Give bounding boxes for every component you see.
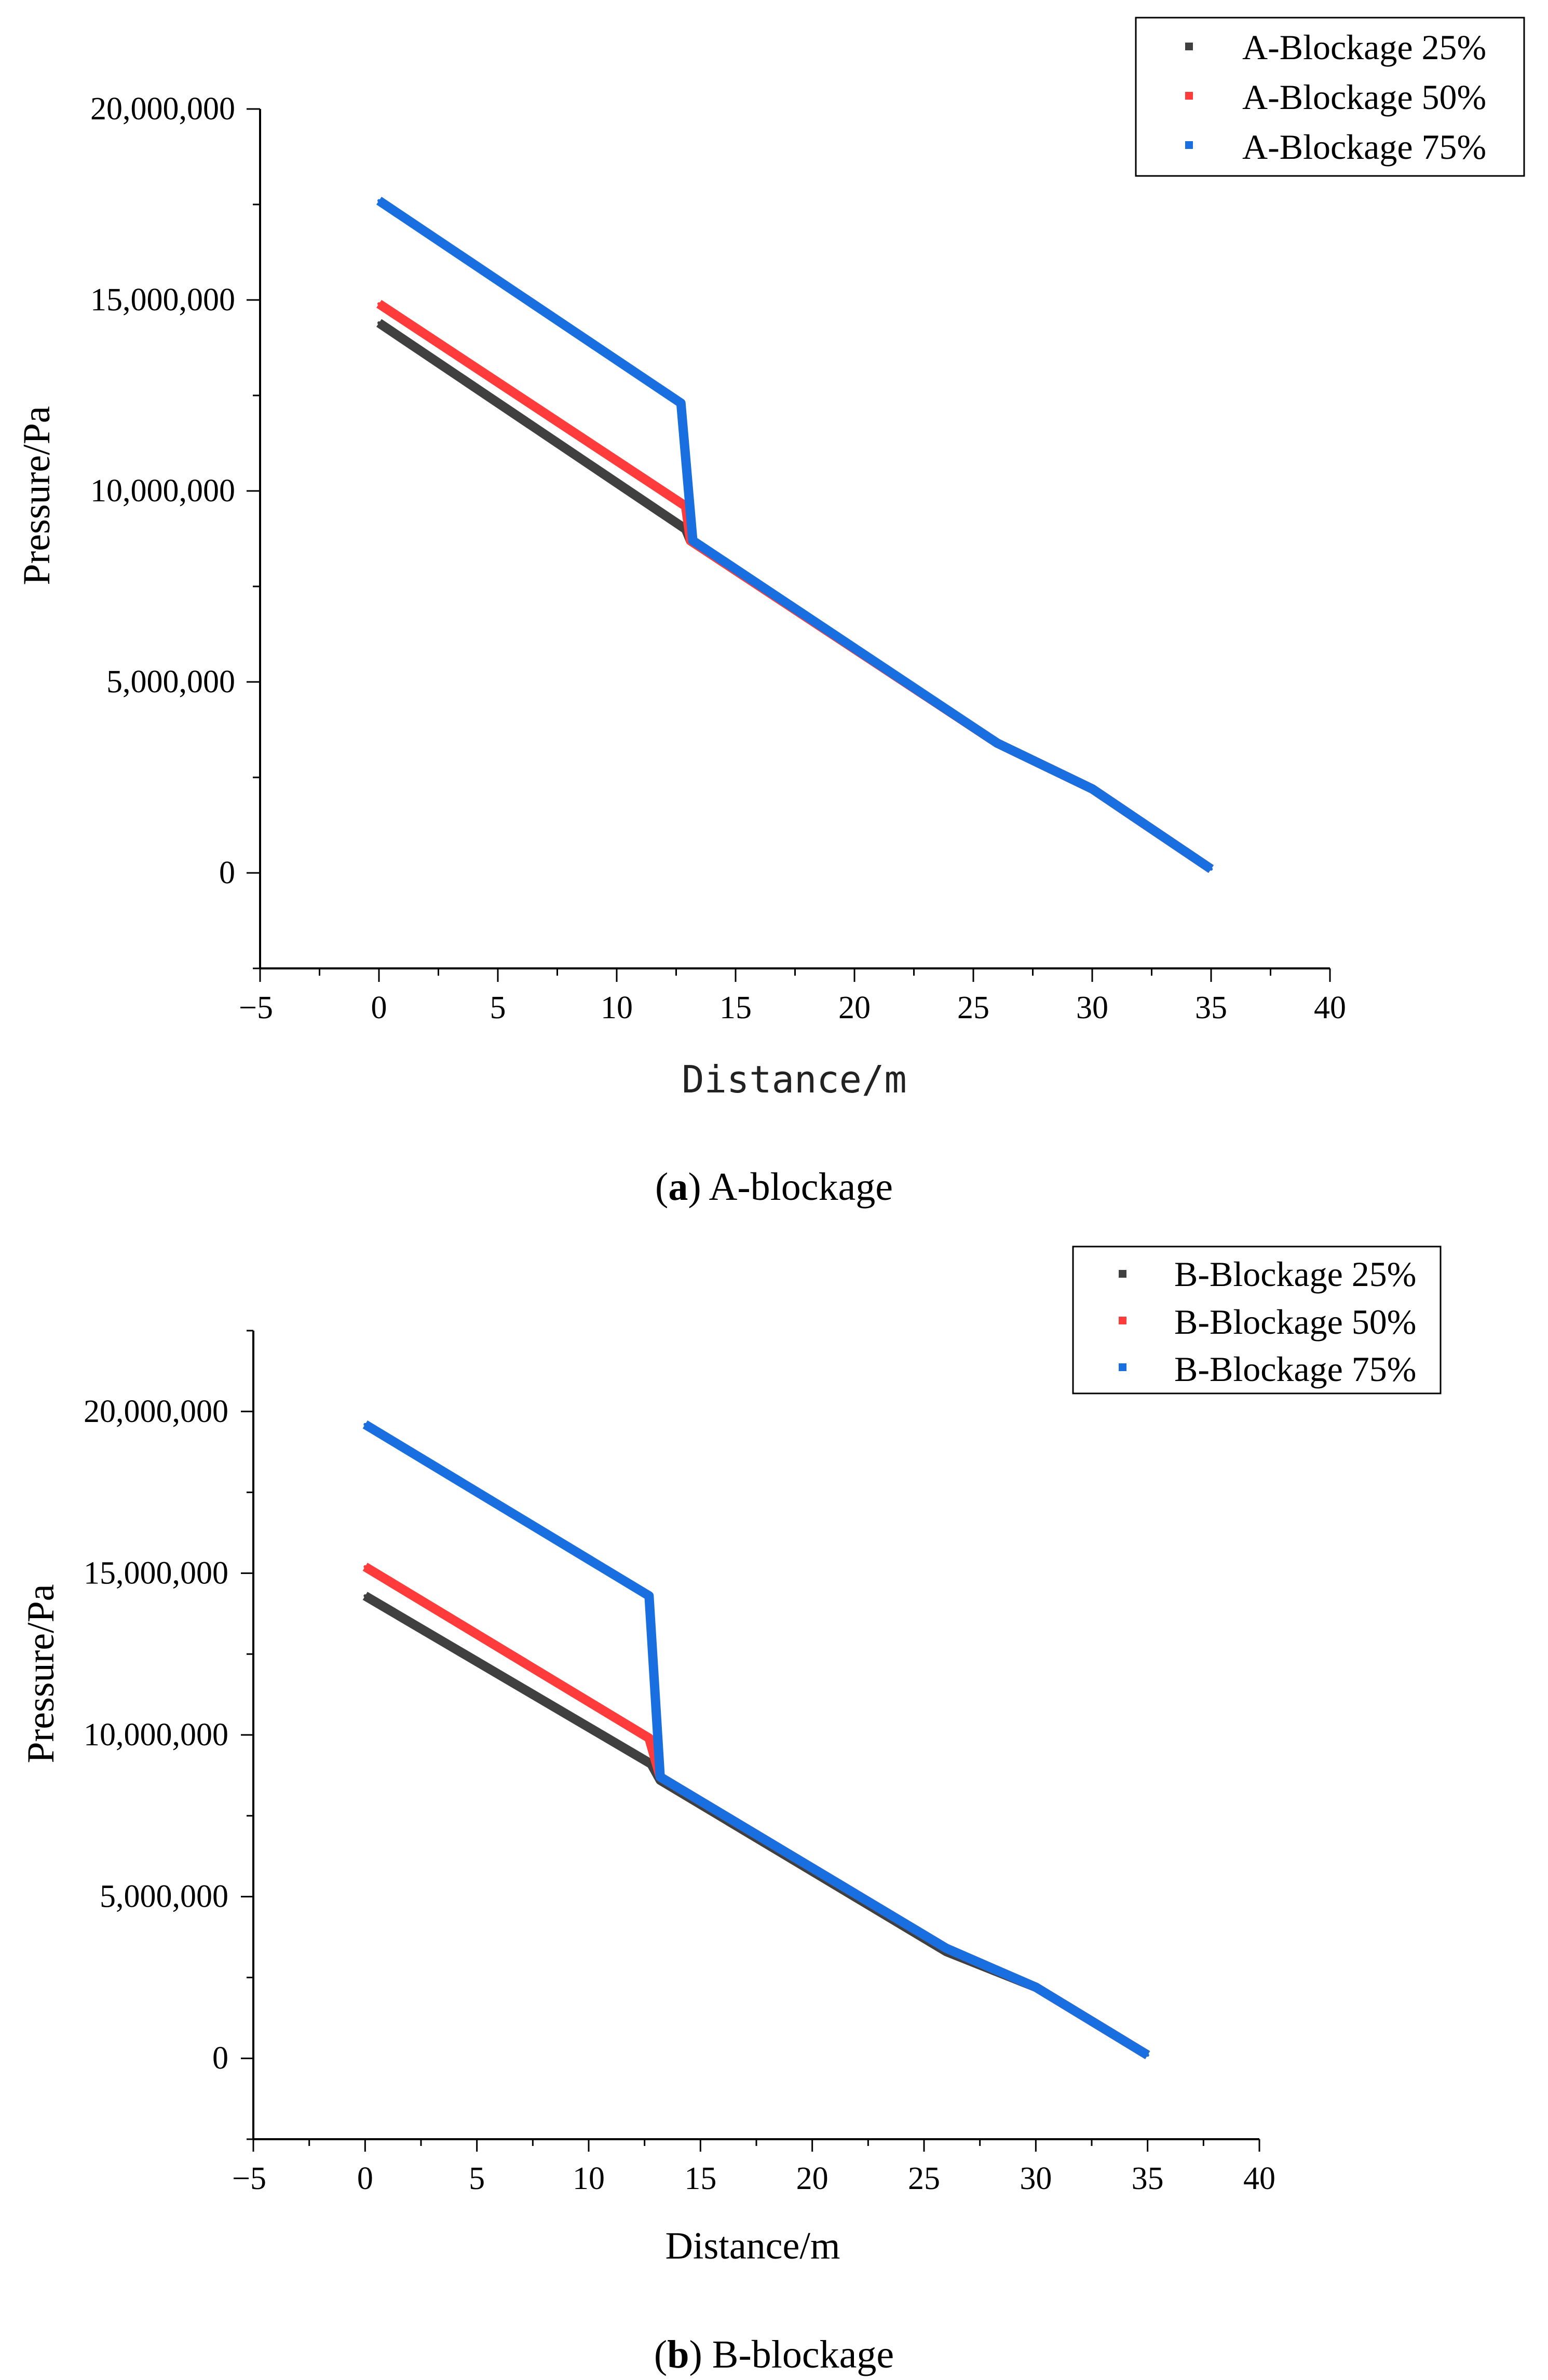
series-point-3 <box>658 1775 662 1779</box>
legend-label-a-25: A-Blockage 25% <box>1242 28 1486 67</box>
y-tick-label: 0 <box>219 855 235 891</box>
legend-label-b-75: B-Blockage 75% <box>1174 1349 1416 1389</box>
series-point-2 <box>647 1736 651 1740</box>
series-point-2 <box>377 302 381 306</box>
legend-swatch-b-50 <box>1119 1317 1126 1324</box>
series-layer-b <box>362 1420 1150 2059</box>
y-axis-title-b: Pressure/Pa <box>20 1584 62 1763</box>
series-point-3 <box>679 401 683 405</box>
x-axis-title-b: Distance/m <box>665 2225 840 2267</box>
panel-b-blockage: −5 0 5 10 15 20 25 30 35 40 0 5,000,000 10,000,000 15… <box>20 1246 1442 2376</box>
x-tick-label: 20 <box>838 990 871 1025</box>
x-tick-label: 10 <box>601 990 633 1025</box>
series-point-2 <box>363 1565 367 1568</box>
x-tick-label: 5 <box>490 990 506 1025</box>
series-layer-a <box>376 197 1214 873</box>
x-tick-label: 25 <box>908 2161 940 2196</box>
y-tick-label: 5,000,000 <box>106 664 235 700</box>
x-axis-title-a: Distance/m <box>682 1058 906 1101</box>
y-tick-label: 20,000,000 <box>84 1394 228 1429</box>
axes-a <box>247 108 1331 982</box>
y-tick-label: 20,000,000 <box>90 91 235 127</box>
series-point-3 <box>945 1947 948 1950</box>
y-axis-title-a: Pressure/Pa <box>16 406 58 585</box>
x-tick-label: 30 <box>1020 2161 1052 2196</box>
series-point-3 <box>691 539 695 542</box>
legend-swatch-a-50 <box>1185 92 1193 100</box>
series-point-3 <box>1210 867 1213 871</box>
x-tick-label: 30 <box>1076 990 1108 1025</box>
y-tick-label: 15,000,000 <box>84 1555 228 1591</box>
series-point-1 <box>377 321 381 325</box>
caption-b: (b) B-blockage <box>654 2333 894 2376</box>
x-tick-label: 20 <box>796 2161 829 2196</box>
legend-swatch-b-75 <box>1119 1363 1126 1371</box>
tick-labels-b: −5 0 5 10 15 20 25 30 35 40 0 5,000,000 10,000,000 15… <box>84 1394 1275 2196</box>
legend-box-a <box>1135 17 1525 177</box>
legend-swatch-b-25 <box>1119 1270 1126 1278</box>
y-tick-label: 10,000,000 <box>84 1717 228 1753</box>
y-tick-label: 0 <box>212 2041 228 2076</box>
caption-a: (a) A-blockage <box>655 1165 893 1209</box>
x-tick-label: 40 <box>1243 2161 1275 2196</box>
caption-b-text: B-blockage <box>712 2333 894 2376</box>
legend-label-b-25: B-Blockage 25% <box>1174 1254 1416 1294</box>
series-point-3 <box>363 1422 367 1426</box>
y-tick-label: 10,000,000 <box>90 473 235 509</box>
series-point-3 <box>995 741 999 745</box>
x-tick-label: 0 <box>357 2161 373 2196</box>
legend-swatch-a-75 <box>1185 141 1193 149</box>
legend-swatch-a-25 <box>1185 43 1193 50</box>
x-tick-label: 5 <box>469 2161 485 2196</box>
legend-box-b <box>1072 1246 1442 1394</box>
series-point-3 <box>647 1594 651 1598</box>
axes-b <box>241 1330 1260 2152</box>
panel-a-blockage: −5 0 5 10 15 20 25 30 35 40 0 5,000,000 10,000,000 15… <box>16 17 1525 1209</box>
legend-label-a-75: A-Blockage 75% <box>1242 127 1486 167</box>
series-point-1 <box>363 1594 367 1598</box>
legend-label-a-50: A-Blockage 50% <box>1242 77 1486 117</box>
y-tick-label: 5,000,000 <box>100 1879 228 1914</box>
series-point-3 <box>1034 1986 1038 1989</box>
caption-a-letter: a <box>668 1165 688 1209</box>
x-tick-label: 40 <box>1314 990 1346 1025</box>
caption-b-letter: b <box>667 2333 689 2376</box>
x-tick-label: 10 <box>573 2161 605 2196</box>
x-tick-label: 35 <box>1195 990 1227 1025</box>
legend-a: A-Blockage 25% A-Blockage 50% A-Blockage… <box>1135 17 1525 177</box>
x-tick-label: 25 <box>957 990 989 1025</box>
legend-b: B-Blockage 25% B-Blockage 50% B-Blockage… <box>1072 1246 1442 1394</box>
series-point-3 <box>377 199 381 202</box>
x-tick-label: 0 <box>371 990 387 1025</box>
legend-label-b-50: B-Blockage 50% <box>1174 1302 1416 1342</box>
series-line-3 <box>362 1420 1150 2059</box>
x-tick-label: 15 <box>719 990 752 1025</box>
series-point-3 <box>1091 787 1094 791</box>
x-tick-label: 15 <box>684 2161 716 2196</box>
series-line-3 <box>376 197 1214 873</box>
caption-a-text: A-blockage <box>709 1165 893 1209</box>
x-tick-label: −5 <box>232 2161 266 2196</box>
x-tick-label: 35 <box>1132 2161 1164 2196</box>
x-tick-label: −5 <box>239 990 273 1025</box>
y-tick-label: 15,000,000 <box>90 282 235 318</box>
tick-labels-a: −5 0 5 10 15 20 25 30 35 40 0 5,000,000 10,000,000 15… <box>90 91 1346 1025</box>
series-point-3 <box>1146 2053 1149 2057</box>
